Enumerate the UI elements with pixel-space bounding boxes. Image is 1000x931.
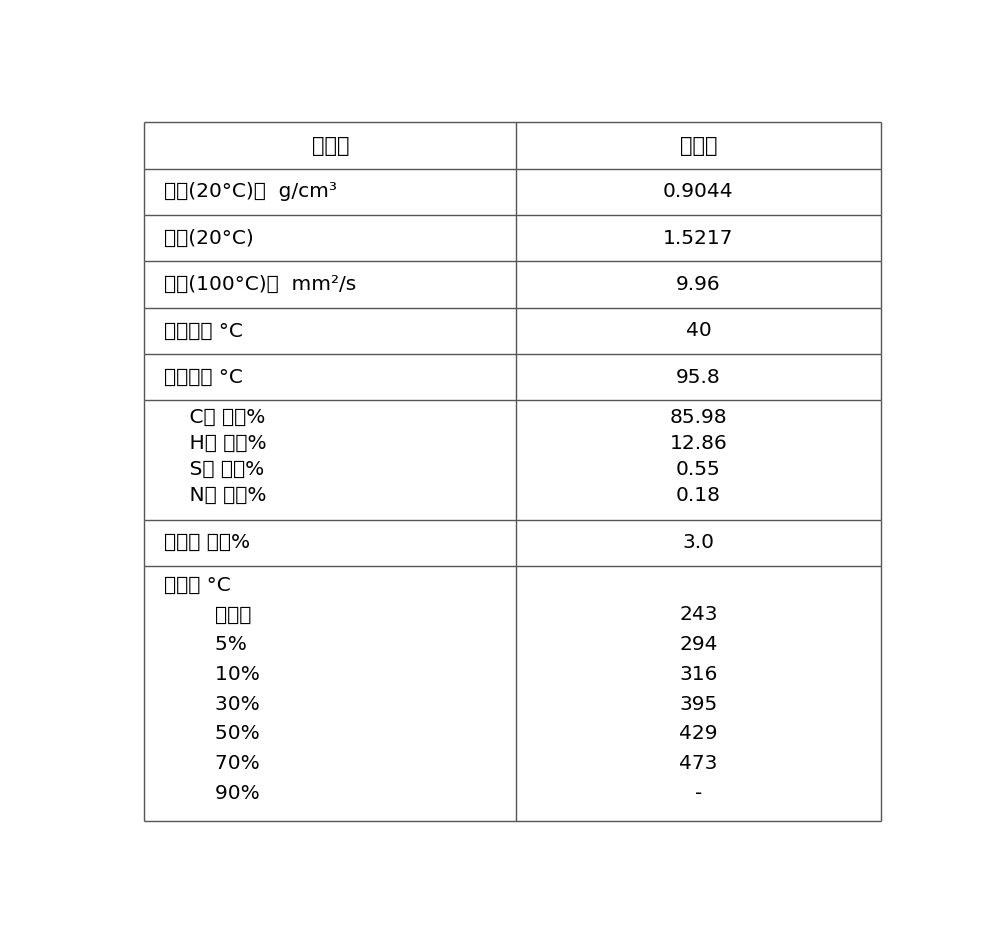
Text: S， 重量%: S， 重量% (164, 460, 264, 479)
Text: 0.55: 0.55 (676, 460, 721, 479)
Text: 9.96: 9.96 (676, 275, 721, 294)
Text: 苯胺点， °C: 苯胺点， °C (164, 368, 243, 386)
Text: 294: 294 (679, 635, 718, 654)
Text: 残炭， 重量%: 残炭， 重量% (164, 533, 250, 552)
Text: 1.5217: 1.5217 (663, 229, 734, 248)
Text: N， 重量%: N， 重量% (164, 485, 266, 505)
Text: 凝固点， °C: 凝固点， °C (164, 321, 243, 341)
Text: 395: 395 (679, 695, 718, 713)
Text: 85.98: 85.98 (670, 408, 727, 426)
Text: 原料油: 原料油 (312, 136, 349, 155)
Text: 12.86: 12.86 (670, 434, 727, 452)
Text: 316: 316 (679, 665, 718, 684)
Text: 473: 473 (679, 754, 718, 773)
Text: 70%: 70% (164, 754, 260, 773)
Text: 0.18: 0.18 (676, 485, 721, 505)
Text: 粘度(100°C)，  mm²/s: 粘度(100°C)， mm²/s (164, 275, 356, 294)
Text: 5%: 5% (164, 635, 247, 654)
Text: 0.9044: 0.9044 (663, 182, 734, 201)
Text: -: - (695, 784, 702, 803)
Text: 3.0: 3.0 (682, 533, 714, 552)
Text: 折光(20°C): 折光(20°C) (164, 229, 254, 248)
Text: 馏程， °C: 馏程， °C (164, 575, 230, 595)
Text: 95.8: 95.8 (676, 368, 721, 386)
Text: 40: 40 (686, 321, 711, 341)
Text: 武混三: 武混三 (680, 136, 717, 155)
Text: 密度(20°C)，  g/cm³: 密度(20°C)， g/cm³ (164, 182, 337, 201)
Text: C， 重量%: C， 重量% (164, 408, 265, 426)
Text: 429: 429 (679, 724, 718, 743)
Text: 90%: 90% (164, 784, 260, 803)
Text: 50%: 50% (164, 724, 260, 743)
Text: 初馏点: 初馏点 (164, 605, 251, 625)
Text: 243: 243 (679, 605, 718, 625)
Text: 10%: 10% (164, 665, 260, 684)
Text: 30%: 30% (164, 695, 260, 713)
Text: H， 重量%: H， 重量% (164, 434, 266, 452)
